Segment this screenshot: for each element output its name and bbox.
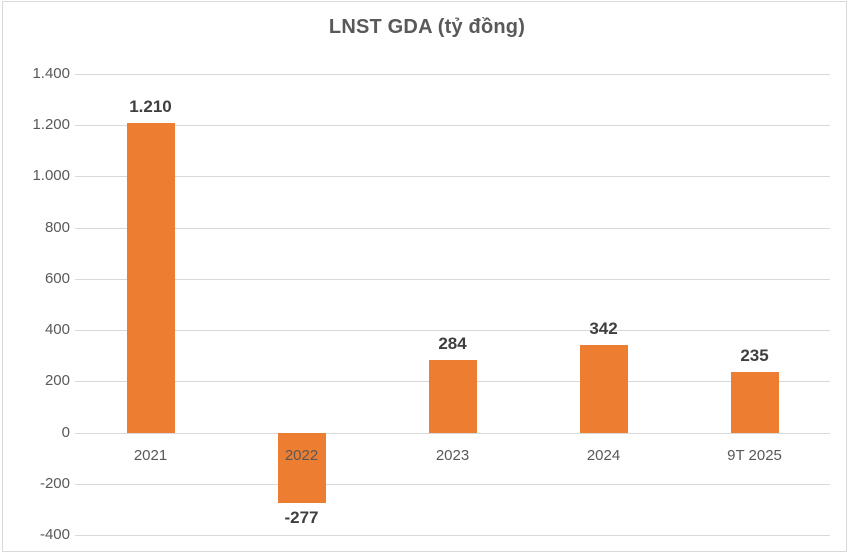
- x-tick-label: 2023: [435, 446, 470, 464]
- y-gridline: [75, 278, 830, 280]
- x-tick-label: 2021: [133, 446, 168, 464]
- y-tick-label: -200: [39, 474, 70, 492]
- y-gridline: [75, 483, 830, 485]
- y-gridline: [75, 330, 830, 332]
- bar-data-label: 235: [740, 346, 769, 366]
- y-gridline: [75, 176, 830, 178]
- y-tick-label: 1.400: [32, 65, 70, 82]
- y-gridline: [75, 125, 830, 127]
- y-tick-label: 0: [61, 423, 70, 441]
- y-tick-label: 200: [44, 372, 70, 390]
- y-tick-label: 1.000: [32, 167, 70, 185]
- bar: [579, 344, 628, 433]
- bar: [126, 122, 175, 433]
- bar-data-label: 342: [589, 318, 618, 338]
- y-gridline: [75, 535, 830, 536]
- bar-data-label: 1.210: [129, 96, 172, 116]
- bar: [730, 372, 779, 433]
- x-tick-label: 2022: [284, 446, 319, 464]
- chart-title: LNST GDA (tỷ đồng): [328, 16, 526, 38]
- y-tick-label: 800: [44, 218, 70, 236]
- y-gridline: [75, 74, 830, 75]
- chart-border: [2, 1, 847, 552]
- bar-data-label: 284: [438, 333, 467, 353]
- y-tick-label: 600: [44, 269, 70, 287]
- x-tick-label: 9T 2025: [727, 446, 782, 464]
- y-tick-label: -400: [39, 526, 70, 543]
- y-gridline: [75, 227, 830, 229]
- x-tick-label: 2024: [586, 446, 621, 464]
- y-tick-label: 400: [44, 321, 70, 339]
- y-tick-label: 1.200: [32, 116, 70, 134]
- bar-data-label: -277: [284, 508, 319, 528]
- bar: [277, 432, 326, 504]
- zero-axis-line: [75, 432, 830, 434]
- bar: [428, 359, 477, 433]
